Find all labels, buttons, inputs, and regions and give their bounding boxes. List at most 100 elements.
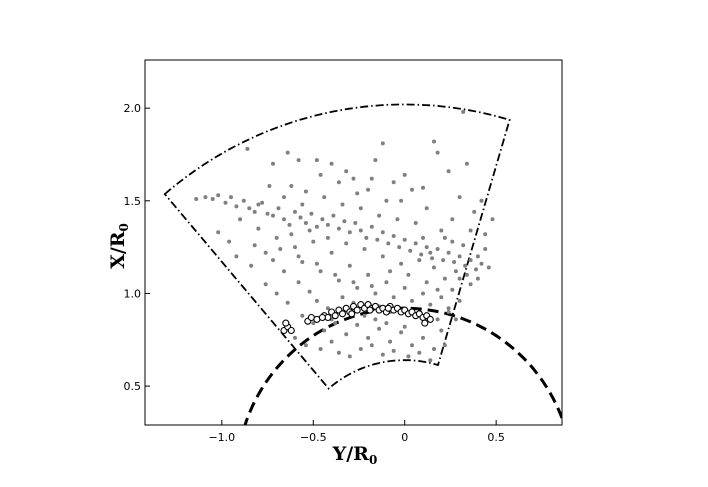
grey-point <box>410 343 414 348</box>
grey-point <box>424 245 429 250</box>
grey-point <box>311 239 316 244</box>
grey-point <box>293 245 297 250</box>
grey-point <box>282 217 286 222</box>
grey-point <box>369 224 374 229</box>
grey-point <box>358 228 363 233</box>
grey-point <box>289 232 294 237</box>
grey-point <box>238 217 243 222</box>
grey-point <box>406 354 411 359</box>
grey-point <box>263 282 268 287</box>
grey-point <box>373 158 378 163</box>
grey-point <box>430 256 435 261</box>
grey-point <box>355 285 360 290</box>
plot-frame <box>144 59 563 426</box>
grey-point <box>329 339 334 344</box>
grey-point <box>347 230 352 235</box>
grey-point <box>340 295 345 300</box>
grey-point <box>468 228 473 233</box>
grey-point <box>450 239 455 244</box>
grey-point <box>296 254 301 259</box>
grey-point <box>406 272 411 277</box>
x-tick-label: −1.0 <box>208 431 235 444</box>
grey-point <box>278 247 283 251</box>
grey-point <box>461 109 466 114</box>
grey-point <box>428 302 433 307</box>
grey-point <box>483 247 488 251</box>
grey-point <box>441 258 446 263</box>
grey-point <box>463 263 468 268</box>
grey-point <box>413 241 418 246</box>
grey-point <box>386 241 391 246</box>
grey-point <box>333 321 338 326</box>
y-axis-ticks: 0.5 1.0 1.5 2.0 <box>124 102 150 393</box>
grey-point <box>402 237 407 242</box>
grey-point <box>271 213 275 218</box>
grey-point <box>419 252 424 257</box>
grey-point <box>373 291 378 296</box>
grey-point <box>296 158 301 163</box>
open-circle-point <box>282 319 290 327</box>
grey-point <box>479 261 484 266</box>
dashed-radius-arc <box>243 306 562 425</box>
grey-point <box>300 313 305 318</box>
grey-point <box>391 180 396 185</box>
grey-point <box>428 358 433 363</box>
grey-point <box>435 317 440 322</box>
grey-point <box>216 193 221 198</box>
grey-point <box>336 278 341 283</box>
grey-point <box>322 328 327 333</box>
grey-point <box>329 250 334 255</box>
grey-point <box>442 276 447 281</box>
grey-point <box>336 350 341 355</box>
grey-point <box>435 287 440 292</box>
grey-point <box>442 343 447 348</box>
grey-point <box>271 161 275 166</box>
grey-point <box>247 206 252 211</box>
grey-point <box>245 146 250 151</box>
grey-point <box>293 335 297 340</box>
grey-point <box>399 261 404 266</box>
grey-point <box>446 306 451 311</box>
grey-point <box>358 206 363 211</box>
grey-point <box>282 195 286 200</box>
y-tick-label: 2.0 <box>124 102 142 115</box>
open-circle-point <box>426 315 434 323</box>
grey-point <box>453 317 458 322</box>
grey-point <box>256 226 261 231</box>
grey-point <box>380 230 385 235</box>
grey-point <box>274 235 279 240</box>
grey-point <box>296 280 301 285</box>
open-circle-point <box>318 313 326 322</box>
grey-point <box>417 258 422 263</box>
grey-point <box>303 221 308 225</box>
grey-point <box>256 202 261 207</box>
grey-point <box>366 187 371 192</box>
grey-point <box>391 234 396 238</box>
grey-point <box>421 291 425 296</box>
grey-point <box>314 261 319 266</box>
grey-point <box>285 300 290 305</box>
grey-point <box>464 161 469 166</box>
grey-point <box>369 343 374 348</box>
grey-point <box>282 269 286 274</box>
grey-point <box>377 213 382 218</box>
grey-point <box>358 347 363 351</box>
grey-point <box>402 324 407 329</box>
grey-point <box>417 350 422 355</box>
grey-point <box>314 298 319 303</box>
grey-point <box>442 235 447 240</box>
grey-point <box>457 298 462 303</box>
grey-point <box>271 258 275 263</box>
grey-point <box>474 267 478 272</box>
grey-point <box>252 243 257 248</box>
grey-point <box>464 272 469 277</box>
grey-point <box>490 217 495 222</box>
grey-point <box>388 339 393 344</box>
open-circle-series <box>280 301 434 335</box>
grey-point <box>307 228 312 233</box>
grey-point <box>424 206 429 211</box>
grey-point <box>249 263 254 268</box>
grey-point <box>318 347 323 351</box>
grey-point <box>399 330 404 335</box>
grey-point <box>364 235 369 240</box>
